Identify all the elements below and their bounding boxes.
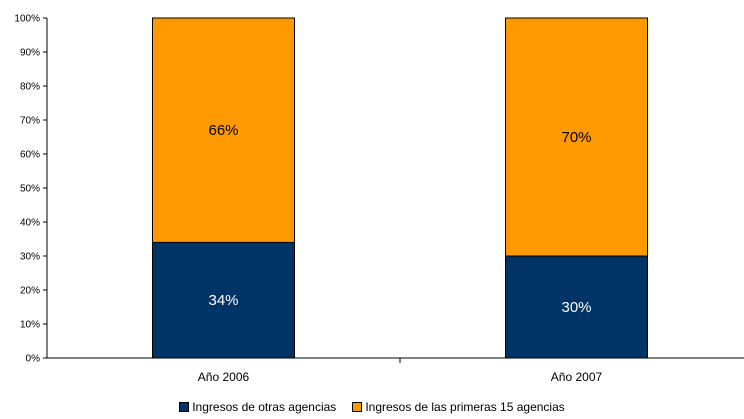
bar-segment [505, 255, 648, 359]
y-tick-label: 40% [20, 218, 40, 229]
legend: Ingresos de otras agencias Ingresos de la… [0, 400, 744, 414]
y-tick-label: 30% [20, 252, 40, 263]
legend-swatch [179, 402, 190, 412]
data-label: 66% [208, 122, 238, 139]
legend-label: Ingresos de otras agencias [192, 400, 337, 414]
data-label: 70% [561, 129, 591, 146]
legend-item: Ingresos de otras agencias [179, 400, 336, 414]
bar-segment [152, 17, 295, 243]
legend-swatch [352, 402, 363, 412]
y-tick-label: 50% [20, 184, 40, 195]
data-label: 34% [208, 292, 238, 309]
legend-label: Ingresos de las primeras 15 agencias [365, 400, 565, 414]
y-tick-label: 20% [20, 286, 40, 297]
x-tick-label: Año 2007 [551, 370, 603, 384]
x-tick-label: Año 2006 [198, 370, 250, 384]
bar-segment [505, 17, 648, 257]
y-tick-label: 100% [14, 14, 40, 25]
y-tick-label: 60% [20, 150, 40, 161]
legend-item: Ingresos de las primeras 15 agencias [352, 400, 565, 414]
y-tick-label: 10% [20, 320, 40, 331]
y-tick-label: 70% [20, 116, 40, 127]
data-label: 30% [561, 299, 591, 316]
y-tick-label: 0% [26, 354, 41, 365]
bar-segment [152, 241, 295, 359]
y-tick-label: 90% [20, 48, 40, 59]
bars: 34% 66% 30% 70% [152, 17, 648, 359]
y-tick-label: 80% [20, 82, 40, 93]
